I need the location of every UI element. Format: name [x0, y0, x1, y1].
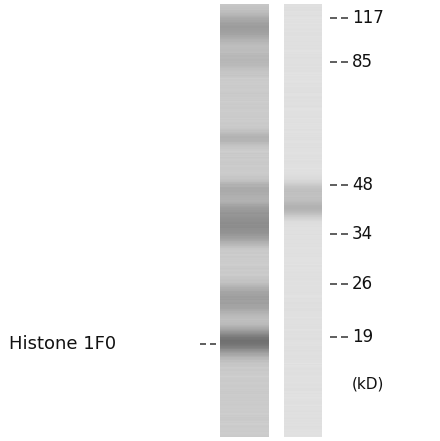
Text: 117: 117 — [352, 9, 384, 26]
Text: 48: 48 — [352, 176, 373, 194]
Text: 26: 26 — [352, 276, 373, 293]
Text: (kD): (kD) — [352, 376, 385, 391]
Text: Histone 1F0: Histone 1F0 — [9, 335, 116, 353]
Text: 34: 34 — [352, 225, 373, 243]
Text: 85: 85 — [352, 53, 373, 71]
Text: 19: 19 — [352, 329, 373, 346]
